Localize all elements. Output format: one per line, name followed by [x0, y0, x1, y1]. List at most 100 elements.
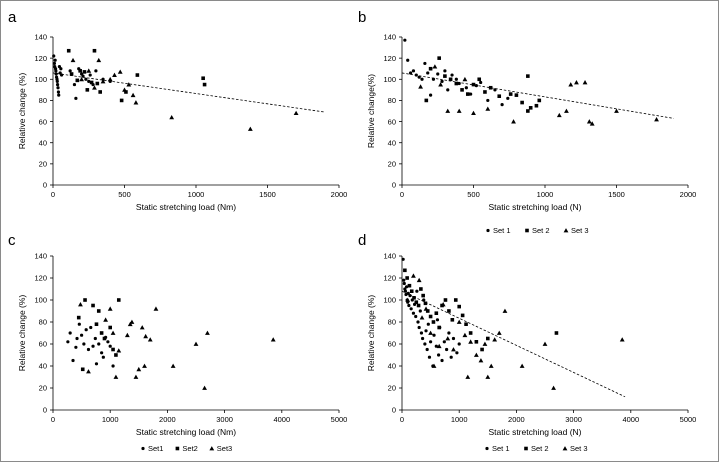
panel-d-y-tick-label: 60 — [388, 340, 396, 349]
panel-a-point-dot — [57, 93, 61, 97]
panel-a-y-tick-label: 40 — [39, 138, 47, 147]
panel-b-point-dot — [464, 86, 468, 90]
panel-b-legend-label: Set 1 — [493, 226, 511, 235]
panel-a-point-triangle — [70, 57, 76, 63]
panel-c-point-dot — [108, 344, 112, 348]
panel-c-point-dot — [111, 364, 115, 368]
panel-d-point-triangle — [519, 363, 525, 368]
panel-d-y-tick-label: 100 — [383, 296, 396, 305]
panel-b-point-dot — [454, 77, 458, 81]
panel-b-point-square — [497, 94, 502, 98]
panel-c-point-triangle — [147, 337, 153, 342]
panel-d-point-dot — [426, 322, 430, 326]
panel-c-legend-marker-dot — [141, 446, 145, 451]
panel-a-point-square — [95, 81, 100, 86]
panel-a-point-dot — [59, 73, 64, 77]
panel-b-y-tick-label: 100 — [383, 75, 396, 84]
panel-d-legend-label: Set 1 — [492, 444, 510, 453]
panel-b-point-square — [483, 90, 487, 94]
panel-c-point-square — [102, 336, 107, 341]
panel-c-x-tick-label: 2000 — [159, 415, 176, 424]
panel-c-point-square — [83, 298, 87, 302]
panel-b-legend-marker-triangle — [563, 228, 569, 233]
panel-d-point-square — [405, 276, 409, 280]
panel-c-point-triangle — [202, 385, 207, 390]
panel-b-point-dot — [426, 71, 430, 75]
panel-d-point-triangle — [462, 332, 468, 338]
panel-a-x-axis-label: Static stretching load (Nm) — [136, 202, 236, 212]
panel-c-point-triangle — [107, 306, 113, 311]
panel-d-x-tick-label: 3000 — [565, 415, 582, 424]
panel-d-point-dot — [409, 307, 413, 311]
panel-c-x-tick-label: 1000 — [102, 415, 119, 424]
panel-b-point-dot — [417, 75, 421, 79]
panel-a-point-dot — [59, 67, 63, 71]
panel-a-point-triangle — [86, 68, 92, 73]
panel-b-point-triangle — [438, 82, 444, 87]
panel-d-point-triangle — [496, 330, 502, 335]
panel-d-point-square — [434, 311, 439, 315]
panel-a-point-triangle — [96, 57, 102, 63]
panel-d-x-tick-label: 2000 — [508, 415, 525, 424]
panel-d-y-tick-label: 40 — [388, 362, 396, 371]
panel-c-point-triangle — [205, 330, 210, 335]
panel-d-point-triangle — [451, 347, 456, 352]
panel-c-legend-label: Set3 — [217, 444, 232, 453]
panel-b-x-tick-label: 1500 — [608, 190, 625, 199]
panel-d-point-dot — [406, 291, 410, 295]
panel-b-y-tick-label: 80 — [388, 96, 396, 105]
panel-a-point-square — [124, 90, 128, 94]
panel-d-point-dot — [457, 342, 461, 346]
panel-b-point-dot — [479, 80, 483, 85]
panel-b-y-tick-label: 140 — [383, 33, 396, 42]
panel-c-y-tick-label: 100 — [34, 296, 47, 305]
panel-a-point-square — [66, 48, 71, 53]
panel-b-trendline — [401, 72, 674, 119]
panel-b-point-triangle — [564, 108, 569, 113]
panel-c-point-dot — [94, 362, 99, 366]
panel-c-point-triangle — [270, 337, 276, 342]
panel-d-point-dot — [411, 311, 416, 315]
panel-a-trendline — [52, 72, 325, 113]
panel-c-point-triangle — [139, 325, 145, 330]
panel-c-point-triangle — [170, 363, 176, 368]
panel-c-point-dot — [84, 328, 88, 332]
panel-d-legend-marker-triangle — [562, 446, 568, 451]
panel-d-point-dot — [418, 309, 422, 313]
panel-d-point-triangle — [473, 352, 479, 357]
panel-d-point-triangle — [423, 306, 429, 311]
panel-b-point-square — [488, 85, 493, 90]
panel-d-point-triangle — [465, 374, 471, 379]
panel-d-y-tick-label: 80 — [388, 318, 396, 327]
panel-a-point-dot — [56, 90, 61, 94]
panel-d-legend-marker-dot — [485, 446, 489, 451]
panel-c-y-tick-label: 60 — [39, 340, 47, 349]
panel-a-point-triangle — [100, 79, 106, 84]
panel-d-point-square — [460, 313, 465, 318]
panel-b-point-dot — [406, 58, 410, 62]
panel-d-y-tick-label: 20 — [388, 384, 396, 393]
panel-d-point-triangle — [456, 319, 462, 324]
panel-d-point-dot — [429, 340, 433, 344]
panel-d-point-square — [403, 268, 407, 273]
panel-b-point-square — [471, 82, 476, 87]
panel-a-point-square — [89, 80, 94, 85]
panel-a-y-axis-label: Relative change (%) — [17, 73, 27, 150]
panel-c-point-square — [76, 315, 81, 320]
panel-c-point-dot — [97, 342, 101, 346]
panel-c-point-triangle — [78, 302, 83, 307]
panel-d-point-square — [457, 304, 461, 309]
panel-d-point-dot — [437, 353, 441, 357]
panel-c-point-triangle — [116, 348, 122, 353]
panel-b-y-axis-label: Relative change(%) — [366, 74, 376, 148]
panel-c-point-dot — [66, 340, 70, 344]
panel-c-point-square — [116, 298, 121, 302]
panel-c-point-square — [91, 303, 95, 308]
panel-a-point-square — [92, 48, 97, 53]
panel-a-y-tick-label: 60 — [39, 117, 47, 126]
panel-c-legend-marker-triangle — [209, 446, 215, 451]
panel-d-point-square — [464, 322, 468, 326]
panel-d-point-triangle — [428, 330, 433, 335]
panel-d-point-dot — [403, 289, 408, 293]
